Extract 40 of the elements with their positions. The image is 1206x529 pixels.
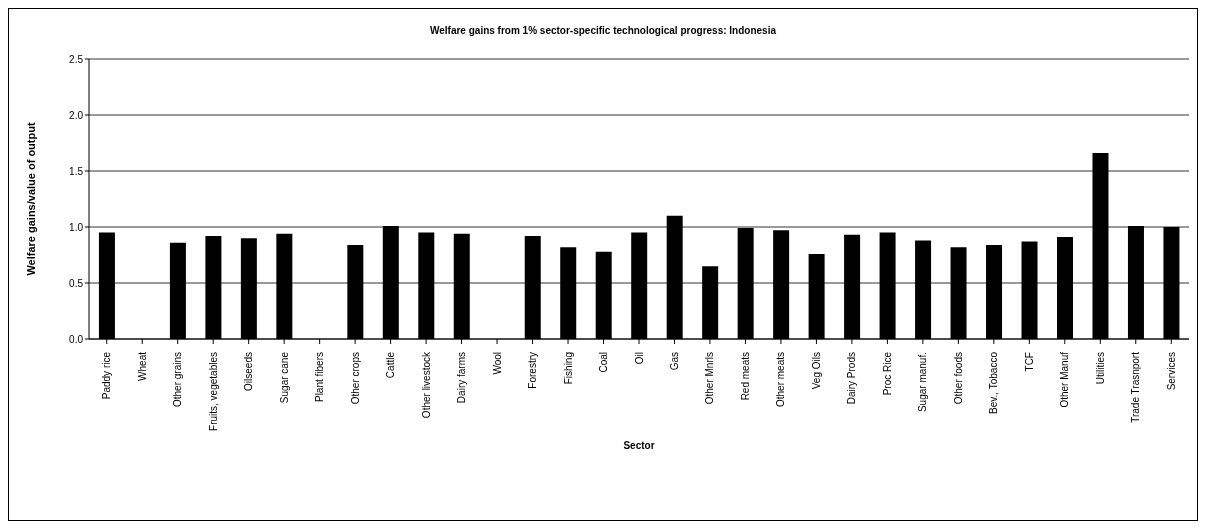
x-tick-label: Other Manuf: [1059, 351, 1071, 408]
x-tick-label: Cattle: [385, 351, 397, 379]
y-tick-label: 0.0: [69, 333, 84, 345]
x-tick-label: Services: [1165, 352, 1177, 391]
y-tick-label: 0.5: [69, 277, 84, 289]
x-tick-label: Other grains: [172, 352, 184, 408]
x-tick-label: Oilseeds: [243, 352, 255, 391]
x-tick-label: Other meats: [775, 352, 787, 408]
x-tick-label: Plant fibers: [314, 352, 326, 403]
x-tick-label: Other foods: [952, 352, 964, 405]
x-tick-label: Coal: [598, 352, 610, 373]
x-tick-label: Bev., Tobacco: [988, 351, 1000, 414]
x-tick-label: Other Mnrls: [704, 352, 716, 405]
x-tick-label: Other crops: [349, 352, 361, 405]
y-tick-label: 1.0: [69, 221, 84, 233]
x-tick-label: Wheat: [136, 351, 148, 381]
x-tick-label: Fruits, vegetables: [207, 352, 219, 431]
x-axis-title: Sector: [623, 440, 655, 451]
x-tick-label: Wool: [491, 352, 503, 375]
x-tick-label: Dairy farms: [456, 352, 468, 404]
x-tick-label: Paddy rice: [101, 351, 113, 400]
x-tick-label: Sugar manuf.: [917, 352, 929, 413]
x-tick-label: TCF: [1023, 352, 1035, 372]
x-tick-label: Gas: [668, 352, 680, 371]
x-tick-label: Fishing: [562, 352, 574, 385]
x-tick-label: Dairy Prods: [846, 352, 858, 405]
y-tick-label: 2.0: [69, 109, 84, 121]
y-axis-title: Welfare gains/value of output: [24, 122, 37, 276]
chart-title: Welfare gains from 1% sector-specific technological progress: Indonesia: [429, 25, 777, 36]
x-tick-label: Trade Trasnport: [1130, 351, 1142, 423]
y-tick-label: 1.5: [69, 165, 84, 177]
x-tick-label: Red meats: [739, 352, 751, 401]
x-tick-label: Proc Rice: [881, 351, 893, 396]
x-tick-label: Oil: [633, 352, 645, 365]
y-tick-label: 2.5: [69, 53, 84, 65]
x-tick-label: Utilities: [1094, 352, 1106, 385]
x-tick-label: Forestry: [527, 352, 539, 389]
x-tick-label: Other livestock: [420, 351, 432, 419]
x-tick-label: Sugar cane: [278, 351, 290, 404]
x-tick-label: Veg Oils: [810, 352, 822, 390]
